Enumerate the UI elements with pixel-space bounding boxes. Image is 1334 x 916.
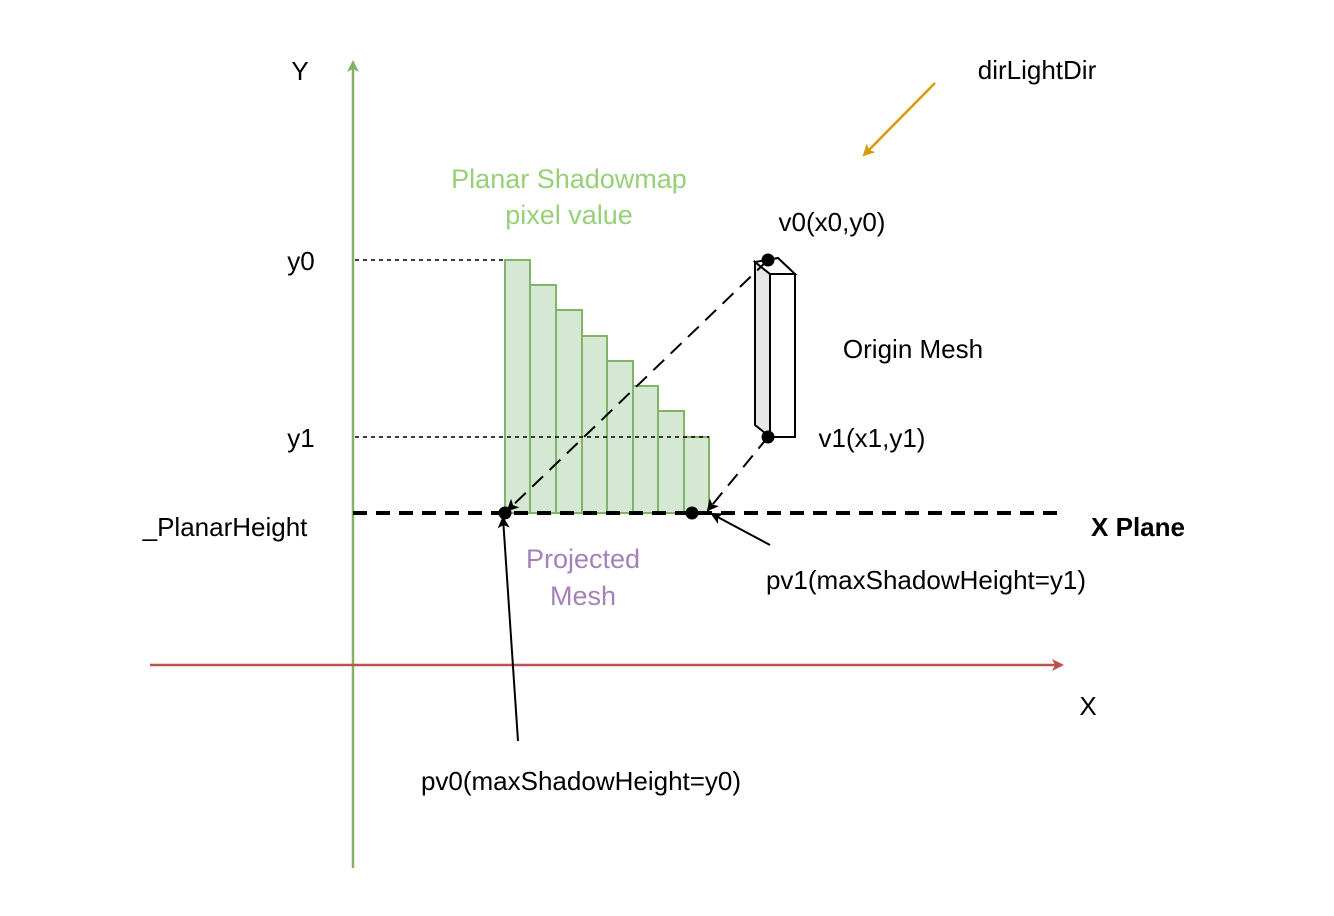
light-direction-label: dirLightDir (978, 55, 1097, 85)
x-plane-label: X Plane (1091, 512, 1185, 542)
shadowmap-bars (504, 259, 710, 514)
pv1-point (685, 506, 699, 520)
shadowmap-label-line1: Planar Shadowmap (451, 164, 687, 194)
shadowmap-bar (581, 335, 608, 514)
light-direction-arrow (862, 82, 936, 157)
shadowmap-bar (657, 410, 685, 514)
origin-mesh-label: Origin Mesh (843, 334, 983, 364)
projection-line-v0 (506, 259, 769, 512)
v1-label: v1(x1,y1) (819, 423, 926, 453)
y-axis-label: Y (291, 56, 308, 86)
pv0-pointer-arrow (497, 516, 519, 742)
pv0-label: pv0(maxShadowHeight=y0) (421, 766, 741, 796)
v1-point (761, 430, 775, 444)
y0-label: y0 (287, 246, 314, 276)
shadowmap-bar (683, 436, 710, 514)
origin-mesh-box (752, 256, 798, 440)
shadowmap-bar (632, 385, 659, 514)
projected-mesh-label-line2: Mesh (550, 581, 616, 611)
shadowmap-bar (504, 259, 531, 514)
shadowmap-label-line2: pixel value (505, 200, 633, 230)
y1-label: y1 (287, 423, 314, 453)
shadowmap-bar (555, 309, 583, 514)
pv1-label: pv1(maxShadowHeight=y1) (766, 565, 1086, 595)
projection-line-v1 (706, 436, 769, 512)
pv1-pointer-arrow (710, 513, 771, 546)
x-axis-label: X (1079, 691, 1096, 721)
shadowmap-bar (529, 284, 557, 514)
pv0-point (498, 506, 512, 520)
planar-height-label: _PlanarHeight (142, 512, 309, 542)
v0-label: v0(x0,y0) (779, 207, 886, 237)
projected-mesh-label-line1: Projected (526, 544, 640, 574)
v0-point (761, 253, 775, 267)
